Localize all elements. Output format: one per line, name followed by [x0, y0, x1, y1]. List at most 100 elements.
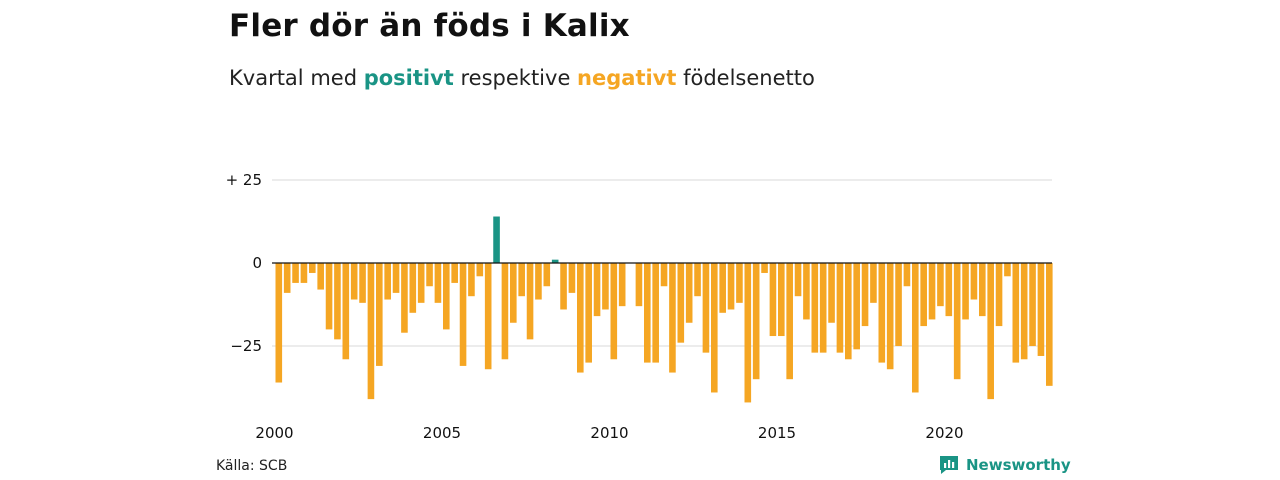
bar: [275, 263, 283, 383]
bar: [434, 263, 442, 303]
bar: [1046, 263, 1053, 386]
bar: [853, 263, 860, 350]
bar: [635, 263, 643, 307]
bar: [912, 263, 919, 393]
bar: [376, 263, 383, 366]
bar: [736, 263, 743, 303]
bar: [937, 263, 944, 307]
bar: [443, 263, 450, 330]
bar: [778, 263, 785, 337]
bar: [761, 263, 768, 273]
x-tick-label: 2010: [590, 424, 628, 442]
bar: [459, 263, 467, 366]
bar: [1037, 263, 1045, 356]
bar: [660, 263, 668, 287]
bar: [1012, 263, 1020, 363]
bar: [752, 263, 760, 380]
bar: [577, 263, 584, 373]
bar: [1020, 263, 1028, 360]
bar: [342, 263, 350, 360]
bar: [677, 263, 685, 343]
bar: [359, 263, 366, 303]
subtitle-text-end: födelsenetto: [676, 66, 815, 90]
bar: [903, 263, 911, 287]
bar: [283, 263, 291, 293]
bar: [744, 263, 752, 403]
subtitle-negative-label: negativt: [577, 66, 677, 90]
y-tick-label: 0: [252, 254, 262, 272]
bar: [819, 263, 827, 353]
bar: [476, 263, 484, 277]
bar: [1004, 263, 1011, 277]
bar: [325, 263, 333, 330]
x-tick-label: 2015: [758, 424, 796, 442]
brand-logo[interactable]: Newsworthy: [938, 454, 1071, 476]
bar: [769, 263, 777, 337]
bar: [384, 263, 391, 300]
y-tick-label: −25: [230, 337, 262, 355]
bar: [979, 263, 986, 317]
bar: [392, 263, 400, 293]
bar: [953, 263, 961, 380]
bar: [702, 263, 710, 353]
bar: [417, 263, 425, 303]
bar: [468, 263, 475, 297]
bar: [317, 263, 324, 290]
bar: [526, 263, 534, 340]
bar: [493, 216, 500, 263]
bar: [560, 263, 567, 310]
bar: [861, 263, 869, 327]
subtitle-text-start: Kvartal med: [229, 66, 364, 90]
bar: [878, 263, 886, 363]
bar: [618, 263, 626, 307]
bar: [551, 259, 559, 263]
brand-name: Newsworthy: [966, 456, 1071, 474]
bar: [367, 263, 375, 400]
bar: [501, 263, 509, 360]
bar: [694, 263, 701, 297]
bar: [970, 263, 978, 300]
subtitle-positive-label: positivt: [363, 66, 454, 90]
bar: [535, 263, 542, 300]
bar: [719, 263, 726, 313]
bar: [610, 263, 618, 360]
chart-subtitle: Kvartal med positivt respektive negativt…: [229, 66, 815, 90]
bar: [568, 263, 576, 293]
source-note: Källa: SCB: [216, 458, 288, 474]
bar: [945, 263, 953, 317]
bar: [585, 263, 592, 363]
bar: [401, 263, 408, 333]
bar: [300, 263, 308, 283]
bar: [543, 263, 551, 287]
bar: [510, 263, 517, 323]
bar: [786, 263, 793, 380]
bar: [870, 263, 877, 303]
bar: [962, 263, 969, 320]
x-tick-label: 2000: [255, 424, 293, 442]
bar: [794, 263, 802, 297]
y-tick-label: + 25: [226, 171, 262, 189]
bar: [886, 263, 894, 370]
bar: [727, 263, 735, 310]
bar: [895, 263, 902, 346]
bar: [350, 263, 358, 300]
bar: [652, 263, 659, 363]
newsworthy-logo-icon: [940, 456, 958, 474]
subtitle-text-middle: respektive: [453, 66, 578, 90]
bar: [685, 263, 693, 323]
chart-title: Fler dör än föds i Kalix: [229, 8, 630, 44]
bar: [292, 263, 299, 283]
bar: [644, 263, 651, 363]
x-tick-label: 2005: [423, 424, 461, 442]
bar: [484, 263, 492, 370]
bar: [451, 263, 458, 283]
bar: [836, 263, 844, 353]
bar: [828, 263, 835, 323]
bar: [409, 263, 417, 313]
bar: [426, 263, 433, 287]
bar: [811, 263, 819, 353]
x-tick-label: 2020: [925, 424, 963, 442]
bar: [995, 263, 1003, 327]
bar: [920, 263, 927, 327]
